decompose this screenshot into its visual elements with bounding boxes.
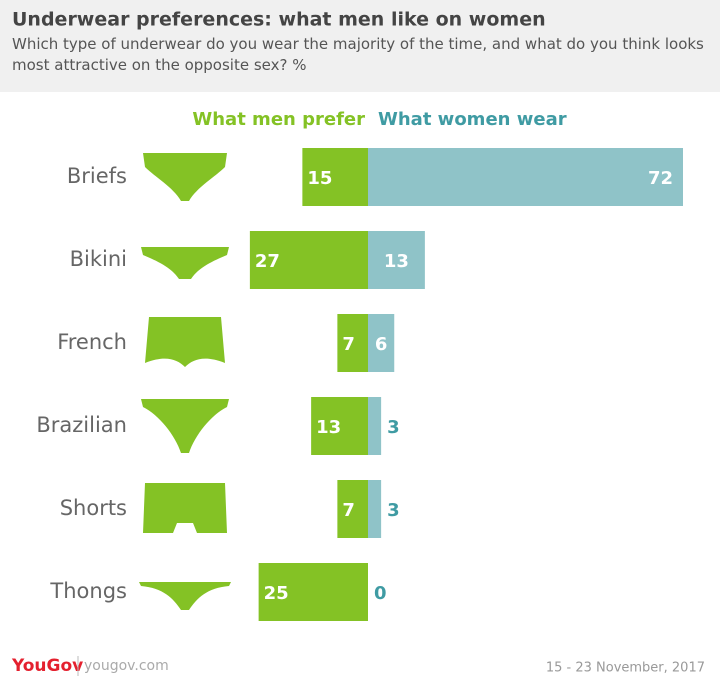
category-label: Shorts [60,496,127,520]
bar-women [368,397,382,455]
brazilian-icon [141,399,229,453]
category-label: Bikini [70,247,127,271]
source-url: yougov.com [84,658,169,674]
subtitle-box: Which type of underwear do you wear the … [12,35,704,74]
source-logo: YouGov [11,656,83,676]
bar-men [337,480,368,538]
shorts-icon [143,483,227,533]
bar-men [337,314,368,372]
legend-women: What women wear [378,109,567,130]
bar-men [302,148,368,206]
bar-women [368,231,425,289]
value-label-men: 7 [342,334,355,355]
thongs-icon [139,582,231,610]
value-label-men: 27 [255,251,280,272]
category-label: Brazilian [36,413,127,437]
bar-men [311,397,368,455]
bar-men [249,231,368,289]
value-label-women: 72 [648,168,673,189]
value-label-men: 15 [307,168,332,189]
french-icon [145,317,225,367]
legend-men: What men prefer [192,109,365,130]
value-label-women: 0 [374,583,387,604]
value-label-women: 6 [375,334,388,355]
bar-women [368,148,683,206]
value-label-women: 13 [384,251,409,272]
value-label-women: 3 [387,417,400,438]
category-label: Thongs [49,579,127,603]
value-label-men: 7 [342,500,355,521]
category-label: French [57,330,127,354]
bikini-icon [141,247,229,279]
category-label: Briefs [67,164,127,188]
bar-women [368,314,395,372]
date: 15 - 23 November, 2017 [546,661,705,676]
value-label-women: 3 [387,500,400,521]
briefs-icon [143,153,227,201]
bar-men [258,563,368,621]
value-label-men: 25 [264,583,289,604]
chart-title: Underwear preferences: what men like on … [12,9,546,31]
value-label-men: 13 [316,417,341,438]
bar-women [368,480,382,538]
chart-subtitle: Which type of underwear do you wear the … [12,35,704,74]
icons [139,153,231,610]
header-background [0,0,720,92]
